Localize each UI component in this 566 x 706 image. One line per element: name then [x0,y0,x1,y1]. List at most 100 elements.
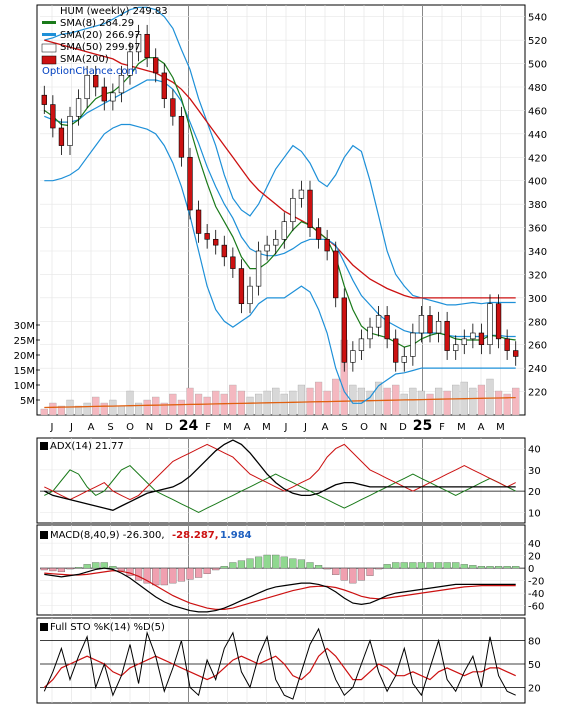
candle-body [427,315,433,334]
adx-swatch [40,442,48,450]
macd-histogram-bar [134,567,143,581]
volume-bar [366,390,374,416]
candle-body [393,338,399,363]
volume-bar [323,390,331,416]
volume-bar [117,405,126,416]
volume-bar [220,393,228,416]
volume-bar [443,390,451,416]
macd-histogram-bar [169,567,177,584]
volume-average-line [44,396,516,409]
volume-bar [152,396,160,416]
x-tick-label: F [205,422,211,433]
macd-histogram-bar [280,556,288,569]
x-tick-label: D [399,422,407,433]
macd-histogram-bar [66,567,74,570]
sto-d-line [43,647,516,688]
price-tick-label: 520 [528,36,547,47]
macd-histogram-bar [443,562,451,569]
macd-histogram-bar [212,567,220,571]
volume-bar [469,387,477,416]
price-tick-label: 420 [528,153,547,164]
adx-tick-label: 30 [528,466,541,477]
candle-body [187,156,193,211]
macd-line [44,567,516,613]
x-tick-label: J [284,422,288,433]
macd-tick-label: 0 [528,564,534,575]
macd-histogram-bar [100,562,108,569]
macd-legend: MACD(8,40,9) -26.300, -28.287, 1.984 [40,530,252,541]
volume-bar [426,393,434,416]
candle-body [67,115,73,146]
candle-body [273,238,279,246]
adx-tick-label: 40 [528,445,541,456]
legend-candle-swatch [41,43,57,53]
macd-histogram-bar [57,567,66,573]
macd-histogram-bar [503,566,511,569]
macd-histogram-bar [340,567,348,581]
macd-histogram-bar [357,567,366,581]
x-tick-label: S [341,422,347,433]
macd-histogram-bar [220,566,228,569]
candle-body [504,338,510,351]
volume-bar [332,378,340,416]
price-tick-label: 240 [528,364,547,375]
candle-body [221,244,227,258]
volume-bar [400,393,408,416]
candle-body [324,238,330,252]
macd-histogram-bar [486,566,494,569]
x-tick-label: A [88,422,95,433]
volume-bar [74,405,83,416]
volume-tick-label: 10M [14,381,35,392]
candle-body [101,86,107,102]
candle-body [50,104,56,129]
sto-legend: Full STO %K(14) %D(5) [40,622,165,633]
candle-body [333,250,339,299]
macd-tick-label: -60 [528,602,544,613]
legend-sma50: SMA(50) 299.97 [60,42,141,53]
price-tick-label: 300 [528,294,547,305]
macd-histogram-bar [374,567,383,570]
volume-bar [486,378,494,416]
macd-histogram-bar [314,565,323,569]
x-tick-label: A [478,422,485,433]
minus-di-line [44,443,516,501]
volume-bar [57,405,66,416]
candle-body [418,315,425,334]
candle-body [230,256,236,269]
macd-histogram-bar [92,562,100,569]
macd-histogram-bar [366,567,374,576]
macd-histogram-value: 1.984 [220,530,252,541]
x-tick-label: O [360,422,368,433]
candle-body [461,338,467,346]
candle-body [410,332,416,357]
macd-histogram-bar [160,567,168,586]
candle-body [487,303,493,346]
candle-body [453,344,459,351]
candle-body [513,350,519,357]
x-tick-label: D [165,422,173,433]
x-tick-label: J [50,422,54,433]
legend-title: HUM (weekly) 249.83 [60,6,168,17]
macd-histogram-bar [254,556,263,569]
candle-body [384,315,390,340]
volume-bar [512,387,520,416]
volume-bar [409,387,417,416]
candle-body [341,297,347,363]
volume-bar [314,381,323,416]
adx-panel-frame [36,437,526,524]
sto-tick-label: 50 [528,660,541,671]
candle-body [495,303,502,340]
volume-bar [177,399,186,416]
volume-bar [160,402,168,416]
x-tick-label: J [69,422,73,433]
bollinger-lower-line [44,123,516,404]
x-tick-label: M [457,422,466,433]
price-tick-label: 220 [528,388,547,399]
volume-tick-label: 20M [14,351,35,362]
macd-histogram-bar [83,564,91,569]
candle-body [135,33,142,53]
macd-tick-label: 20 [528,552,541,563]
candle-body [444,320,450,351]
candle-body [144,33,150,59]
